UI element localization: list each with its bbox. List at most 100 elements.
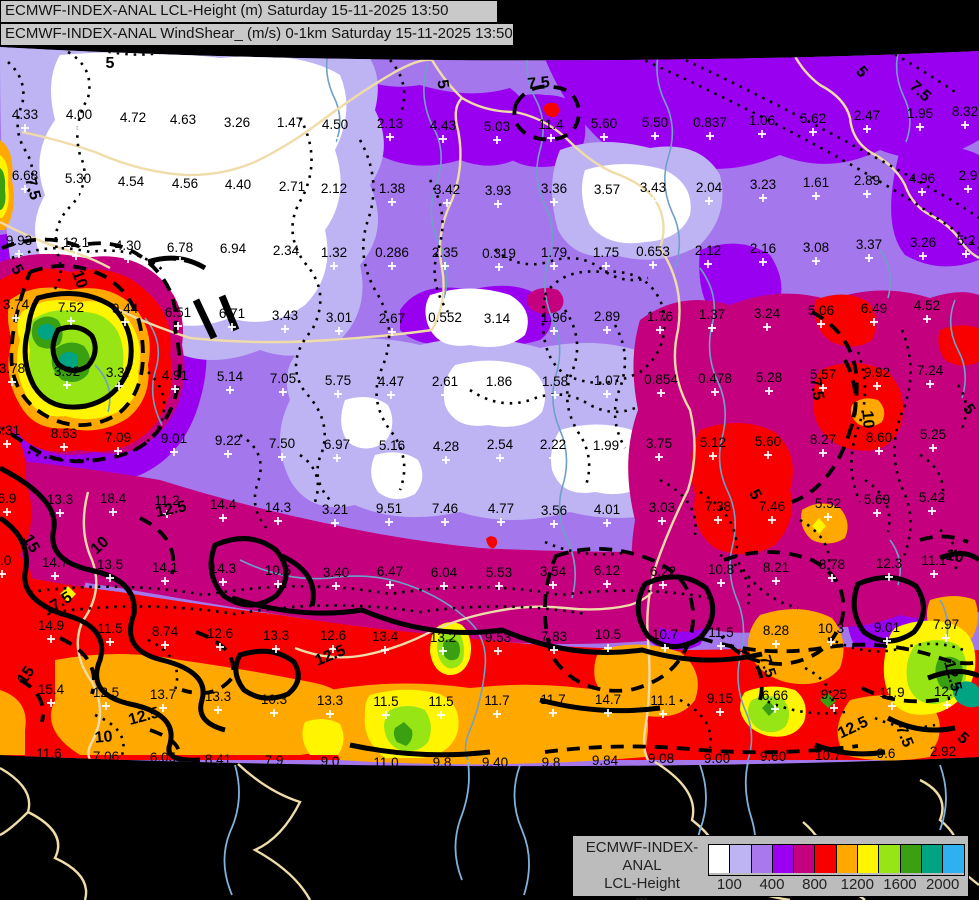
station-value: 1.76 <box>647 309 673 324</box>
station-cross-icon <box>827 638 835 646</box>
station-value: 3.43 <box>272 308 298 323</box>
station-cross-icon <box>8 378 16 386</box>
station-value: 3.40 <box>323 565 349 580</box>
station-cross-icon <box>919 252 927 260</box>
station-cross-icon <box>441 262 449 270</box>
contour-line-dotted <box>11 246 166 273</box>
station-value: 13.3 <box>263 628 289 643</box>
contour-line-solid <box>851 575 926 644</box>
station-cross-icon <box>388 262 396 270</box>
station-value: 2.12 <box>695 243 721 258</box>
station-cross-icon <box>547 134 555 142</box>
coastline <box>0 766 88 900</box>
contour-line-solid <box>147 255 207 271</box>
station-value: 7.46 <box>759 499 785 514</box>
station-cross-icon <box>214 706 222 714</box>
station-cross-icon <box>759 194 767 202</box>
station-value: 9.08 <box>648 751 674 766</box>
station-value: 14.3 <box>265 500 291 515</box>
station-value: 3.03 <box>649 500 675 515</box>
station-cross-icon <box>943 701 951 709</box>
station-value: 3.43 <box>640 180 666 195</box>
station-value: 5.28 <box>756 370 782 385</box>
station-cross-icon <box>127 191 135 199</box>
station-value: 14.1 <box>152 560 178 575</box>
station-cross-icon <box>819 384 827 392</box>
station-cross-icon <box>603 580 611 588</box>
station-cross-icon <box>219 514 227 522</box>
lcl-fill-region <box>371 452 423 500</box>
contour-line-solid <box>927 669 979 681</box>
station-value: 9.8 <box>433 755 452 770</box>
station-cross-icon <box>649 197 657 205</box>
station-value: 14.7 <box>42 555 68 570</box>
station-value: 3.26 <box>224 115 250 130</box>
station-cross-icon <box>121 318 129 326</box>
station-cross-icon <box>388 198 396 206</box>
station-value: 4.33 <box>12 107 38 122</box>
legend-box: ECMWF-INDEX-ANAL LCL-Height m 100 400 800 1… <box>572 835 969 900</box>
station-value: 10.5 <box>265 563 291 578</box>
lcl-fill-region <box>543 102 560 118</box>
station-cross-icon <box>926 380 934 388</box>
station-cross-icon <box>386 581 394 589</box>
station-value: 13.4 <box>372 629 399 644</box>
station-value: 4.91 <box>162 368 188 383</box>
station-value: 9.60 <box>760 749 786 764</box>
station-value: 12.6 <box>207 626 233 641</box>
station-cross-icon <box>923 315 931 323</box>
station-cross-icon <box>873 382 881 390</box>
station-cross-icon <box>382 711 390 719</box>
lcl-fill-region <box>814 294 877 347</box>
station-value: 7.05 <box>270 371 296 386</box>
windshear-contours-solid <box>0 255 979 763</box>
station-cross-icon <box>658 517 666 525</box>
station-value: 10.8 <box>708 562 734 577</box>
contour-label: 7.5 <box>756 653 779 680</box>
station-value: 9.22 <box>215 433 241 448</box>
station-value: 2.67 <box>379 311 405 326</box>
station-cross-icon <box>551 391 559 399</box>
river-line <box>699 267 753 761</box>
station-value: 5.60 <box>591 116 617 131</box>
station-value: 4.52 <box>914 298 940 313</box>
lcl-fill-region <box>581 164 691 244</box>
contour-line-solid <box>0 465 226 733</box>
station-value: 7.83 <box>541 629 567 644</box>
station-cross-icon <box>550 262 558 270</box>
station-cross-icon <box>870 318 878 326</box>
contour-line-dashed <box>861 686 951 704</box>
lcl-fill-region <box>0 455 660 644</box>
station-value: 2.92 <box>930 744 956 759</box>
station-cross-icon <box>942 634 950 642</box>
legend-color-scale <box>708 844 965 876</box>
legend-swatch <box>815 845 837 873</box>
lcl-fill-region <box>486 536 498 549</box>
station-value: 2.35 <box>432 245 458 260</box>
station-cross-icon <box>550 520 558 528</box>
contour-line-dashed <box>542 546 695 693</box>
station-cross-icon <box>768 516 776 524</box>
station-cross-icon <box>812 257 820 265</box>
lcl-fill-region <box>393 722 413 746</box>
lcl-fill-region <box>938 325 979 366</box>
station-value: 0.552 <box>428 310 462 325</box>
station-cross-icon <box>657 389 665 397</box>
station-value: 18.4 <box>100 491 127 506</box>
station-value: 3.74 <box>3 297 30 312</box>
contour-label: 10 <box>858 410 876 429</box>
station-value: 7.09 <box>105 430 131 445</box>
station-value: 5.06 <box>808 303 834 318</box>
station-cross-icon <box>270 709 278 717</box>
station-cross-icon <box>333 454 341 462</box>
station-value: 9.0 <box>321 754 340 769</box>
contour-line-dotted <box>699 490 799 610</box>
station-cross-icon <box>651 132 659 140</box>
station-cross-icon <box>334 390 342 398</box>
station-value: 11.9 <box>879 685 904 700</box>
station-value: 2.61 <box>432 374 458 389</box>
station-value: 3.21 <box>322 502 348 517</box>
station-cross-icon <box>883 637 891 645</box>
station-value: 3.26 <box>910 235 936 250</box>
station-cross-icon <box>106 574 114 582</box>
